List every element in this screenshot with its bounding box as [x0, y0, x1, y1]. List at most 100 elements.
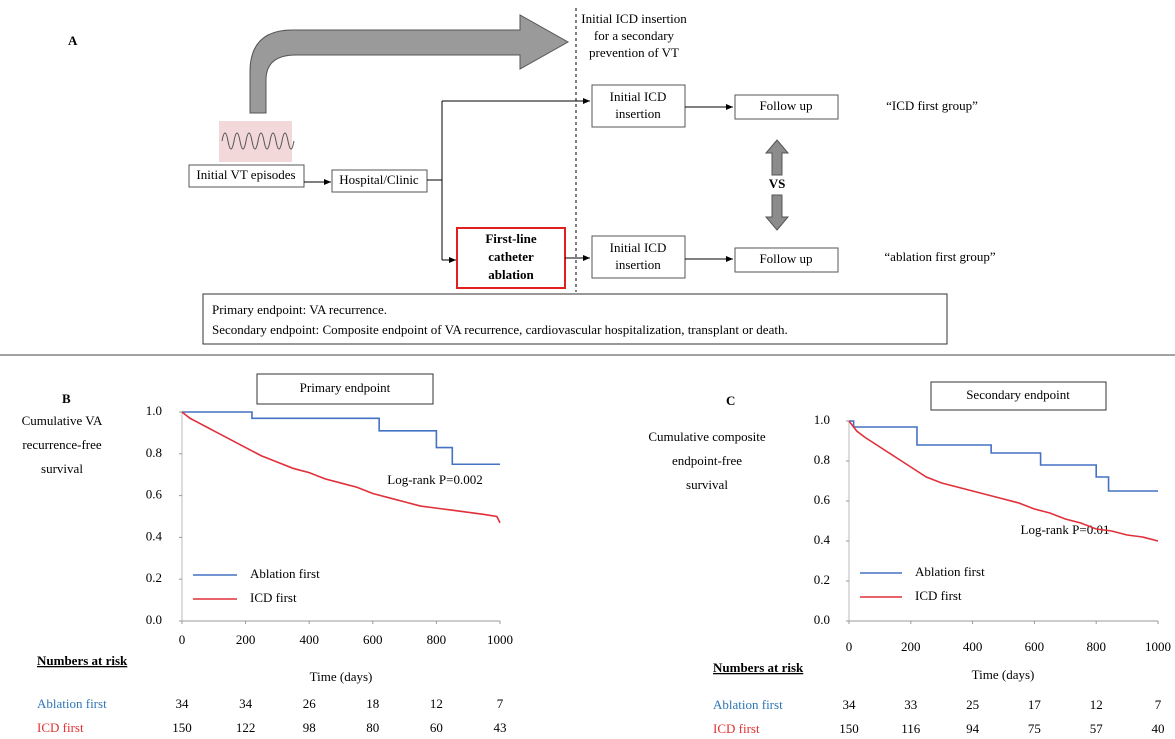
y-axis-label: Cumulative composite: [648, 429, 766, 444]
ecg-wave: [221, 132, 295, 150]
risk-count: 26: [303, 696, 317, 711]
chart-title: Secondary endpoint: [966, 387, 1070, 402]
branch-line: [427, 101, 443, 260]
node-label: insertion: [615, 257, 661, 272]
title-box: [930, 381, 1107, 411]
node-box: [331, 169, 428, 193]
node-label: Follow up: [759, 98, 812, 113]
risk-count: 75: [1028, 721, 1041, 736]
risk-count: 34: [176, 696, 190, 711]
y-tick-label: 0.8: [146, 445, 162, 460]
y-tick-label: 0.2: [814, 572, 830, 587]
risk-count: 12: [1090, 697, 1103, 712]
risk-count: 60: [430, 720, 443, 735]
y-tick-label: 0.4: [146, 528, 163, 543]
endpoint-text: Secondary endpoint: Composite endpoint o…: [212, 322, 788, 337]
risk-count: 7: [1155, 697, 1162, 712]
node-box: [188, 164, 305, 188]
node-box: [591, 235, 686, 279]
risk-count: 57: [1090, 721, 1104, 736]
risk-count: 18: [366, 696, 379, 711]
vs-arrow-down: [764, 194, 790, 231]
x-tick-label: 400: [963, 639, 983, 654]
risk-row-label: Ablation first: [37, 696, 107, 711]
node-box: [591, 84, 686, 128]
group-label: “ICD first group”: [886, 98, 978, 113]
node-label: Initial VT episodes: [196, 167, 295, 182]
chart-title: Primary endpoint: [300, 380, 391, 395]
y-tick-label: 0.6: [814, 492, 831, 507]
risk-count: 43: [494, 720, 507, 735]
node-label: Initial ICD: [610, 240, 667, 255]
risk-count: 33: [904, 697, 917, 712]
legend-label: ICD first: [915, 588, 962, 603]
ablation-box: [456, 227, 566, 289]
risk-count: 150: [839, 721, 859, 736]
x-tick-label: 0: [179, 632, 186, 647]
y-axis-label: endpoint-free: [672, 453, 742, 468]
y-axis-label: survival: [686, 477, 728, 492]
legend-label: ICD first: [250, 590, 297, 605]
x-tick-label: 600: [363, 632, 383, 647]
node-label: Hospital/Clinic: [339, 172, 419, 187]
x-tick-label: 0: [846, 639, 853, 654]
panel-label: A: [68, 33, 78, 48]
x-tick-label: 200: [901, 639, 921, 654]
group-label: “ablation first group”: [884, 249, 995, 264]
legend-label: Ablation first: [250, 566, 320, 581]
y-tick-label: 0.4: [814, 532, 831, 547]
km-curve: [182, 411, 500, 466]
y-tick-label: 1.0: [814, 412, 830, 427]
x-tick-label: 800: [427, 632, 447, 647]
km-curve: [181, 411, 501, 524]
x-tick-label: 1000: [1145, 639, 1171, 654]
risk-row-label: Ablation first: [713, 697, 783, 712]
km-curve: [848, 420, 1159, 542]
risk-count: 25: [966, 697, 979, 712]
node-label: First-line: [485, 231, 536, 246]
ecg-image: [219, 121, 292, 162]
node-label: Initial ICD: [610, 89, 667, 104]
annotation: Log-rank P=0.002: [387, 472, 482, 487]
risk-count: 116: [901, 721, 921, 736]
x-tick-label: 600: [1025, 639, 1045, 654]
risk-count: 122: [236, 720, 256, 735]
panel-label: B: [62, 391, 71, 406]
x-axis-label: Time (days): [972, 667, 1035, 682]
risk-count: 12: [430, 696, 443, 711]
node-label: ablation: [488, 267, 534, 282]
risk-count: 80: [366, 720, 379, 735]
y-tick-label: 0.2: [146, 570, 162, 585]
x-tick-label: 200: [236, 632, 256, 647]
y-axis-label: survival: [41, 461, 83, 476]
title-box: [256, 373, 434, 405]
risk-count: 98: [303, 720, 316, 735]
risk-table-title: Numbers at risk: [713, 660, 804, 675]
x-tick-label: 800: [1086, 639, 1106, 654]
timeline-arrow: [249, 14, 570, 114]
risk-row-label: ICD first: [713, 721, 760, 736]
risk-table-title: Numbers at risk: [37, 653, 128, 668]
risk-count: 34: [239, 696, 253, 711]
node-label: insertion: [615, 106, 661, 121]
note: for a secondary: [594, 28, 675, 43]
risk-count: 7: [497, 696, 504, 711]
x-tick-label: 400: [299, 632, 319, 647]
y-tick-label: 1.0: [146, 403, 162, 418]
km-curve: [849, 420, 1158, 492]
y-axis-label: Cumulative VA: [22, 413, 103, 428]
node-label: catheter: [488, 249, 534, 264]
endpoint-box: [202, 293, 948, 345]
node-box: [734, 247, 839, 273]
y-axis-label: recurrence-free: [22, 437, 102, 452]
panel-label: C: [726, 393, 735, 408]
note: prevention of VT: [589, 45, 679, 60]
vs-arrow-up: [764, 139, 790, 176]
y-tick-label: 0.6: [146, 487, 163, 502]
risk-count: 94: [966, 721, 980, 736]
node-label: Follow up: [759, 251, 812, 266]
note: Initial ICD insertion: [581, 11, 687, 26]
x-tick-label: 1000: [487, 632, 513, 647]
endpoint-text: Primary endpoint: VA recurrence.: [212, 302, 387, 317]
